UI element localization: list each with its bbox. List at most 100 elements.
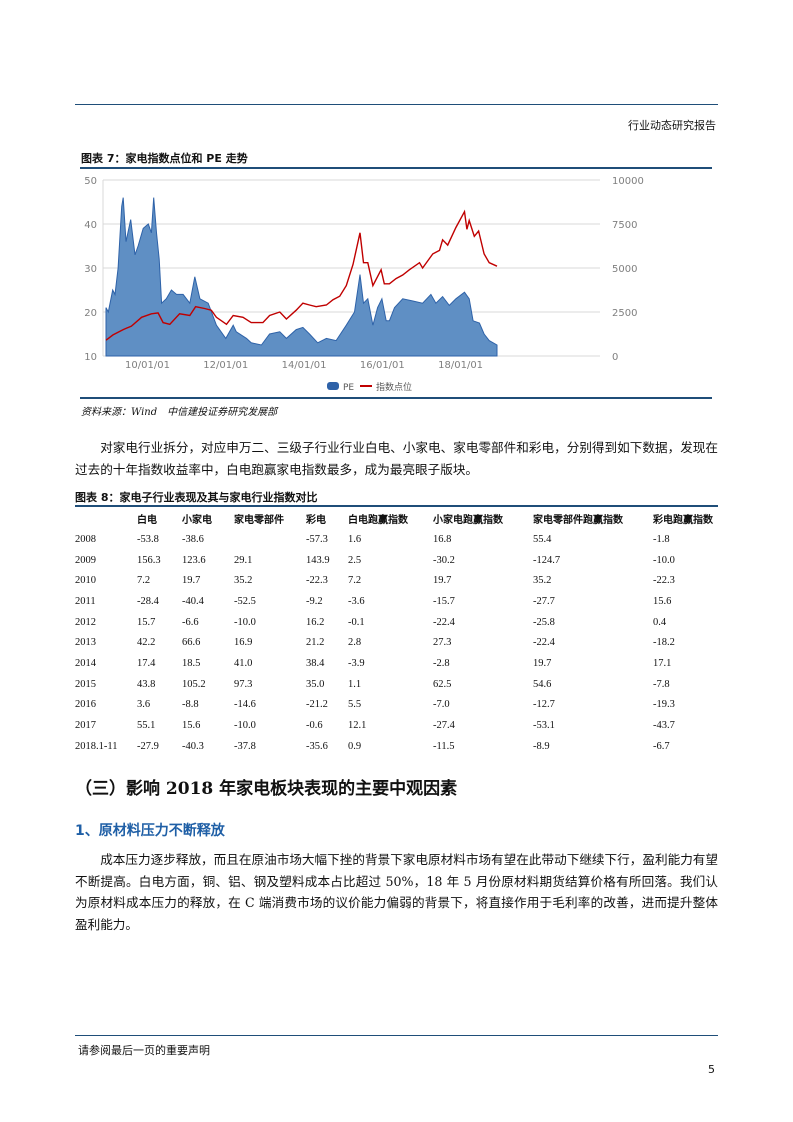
right-axis-tick-label: 0 xyxy=(612,352,618,363)
subsection-title: 1、原材料压力不断释放 xyxy=(75,823,225,839)
table-cell: -19.3 xyxy=(653,699,675,711)
table-cell: -14.6 xyxy=(234,699,256,711)
legend-pe-swatch xyxy=(327,382,339,390)
table-cell: -21.2 xyxy=(306,699,328,711)
paragraph-2: 成本压力逐步释放，而且在原油市场大幅下挫的背景下家电原材料市场有望在此带动下继续… xyxy=(75,852,718,932)
table-cell: -0.1 xyxy=(348,616,365,628)
table-cell: 2013 xyxy=(75,637,96,649)
table-cell: -3.9 xyxy=(348,657,365,669)
table-cell: 66.6 xyxy=(182,637,201,649)
x-axis-tick-label: 10/01/01 xyxy=(125,360,170,371)
table-cell: -27.7 xyxy=(533,595,555,607)
table-cell: -28.4 xyxy=(137,595,159,607)
table-cell: 2014 xyxy=(75,657,96,669)
table-cell: 55.1 xyxy=(137,720,156,732)
table-cell: -27.9 xyxy=(137,740,159,752)
table-cell: -12.7 xyxy=(533,699,555,711)
table-cell: -6.6 xyxy=(182,616,199,628)
table-cell: 35.2 xyxy=(234,575,253,587)
left-axis-tick-label: 10 xyxy=(84,352,97,363)
x-axis-tick-label: 18/01/01 xyxy=(438,360,483,371)
table-cell: 19.7 xyxy=(433,575,452,587)
pe-area-series xyxy=(105,197,498,357)
section-title: （三）影响 2018 年家电板块表现的主要中观因素 xyxy=(75,779,458,799)
table-cell: 38.4 xyxy=(306,657,325,669)
table-cell: 16.8 xyxy=(433,533,452,545)
right-axis-tick-label: 5000 xyxy=(612,264,637,275)
left-axis-tick-label: 40 xyxy=(84,220,97,231)
table-row: 2017 55.1 15.6 -10.0 -0.6 12.1 -27.4 -53.1 -43.7 xyxy=(75,715,718,736)
table-cell: 15.6 xyxy=(182,720,201,732)
index-line-series xyxy=(105,209,498,341)
column-header: 小家电跑赢指数 xyxy=(433,514,503,526)
table-cell: -2.8 xyxy=(433,657,450,669)
table-cell: 54.6 xyxy=(533,678,552,690)
right-axis-tick-label: 7500 xyxy=(612,220,637,231)
table-row: 2016 3.6 -8.8 -14.6 -21.2 5.5 -7.0 -12.7 -19.3 xyxy=(75,695,718,716)
table-cell: -35.6 xyxy=(306,740,328,752)
table-cell: -7.0 xyxy=(433,699,450,711)
table-cell: -9.2 xyxy=(306,595,323,607)
table-cell: -124.7 xyxy=(533,554,561,566)
column-header: 家电零部件 xyxy=(234,514,284,526)
table-cell: -27.4 xyxy=(433,720,455,732)
table-cell: 2018.1-11 xyxy=(75,740,118,752)
table-cell: 18.5 xyxy=(182,657,201,669)
table-cell: 12.1 xyxy=(348,720,367,732)
table-cell: 2008 xyxy=(75,533,96,545)
table-row: 2013 42.2 66.6 16.9 21.2 2.8 27.3 -22.4 -18.2 xyxy=(75,632,718,653)
table-cell: 41.0 xyxy=(234,657,253,669)
table-cell: 3.6 xyxy=(137,699,151,711)
subsector-performance-table: 白电 小家电 家电零部件 彩电 白电跑赢指数 小家电跑赢指数 家电零部件跑赢指数 彩电跑赢指数… xyxy=(75,507,718,757)
footer-rule xyxy=(75,1035,718,1036)
x-axis-tick-label: 12/01/01 xyxy=(203,360,248,371)
table-cell: -15.7 xyxy=(433,595,455,607)
right-axis-tick-label: 10000 xyxy=(612,176,644,187)
table-cell: 16.2 xyxy=(306,616,325,628)
table-cell: -57.3 xyxy=(306,533,328,545)
table-cell: 97.3 xyxy=(234,678,253,690)
table-cell: 43.8 xyxy=(137,678,156,690)
table-cell: -10.0 xyxy=(653,554,675,566)
table-cell xyxy=(234,529,306,550)
table-cell: -6.7 xyxy=(653,740,670,752)
table-row: 2009 156.3 123.6 29.1 143.9 2.5 -30.2 -124.7 -10… xyxy=(75,550,718,571)
table-row: 2015 43.8 105.2 97.3 35.0 1.1 62.5 54.6 -7.8 xyxy=(75,674,718,695)
table-row: 2014 17.4 18.5 41.0 38.4 -3.9 -2.8 19.7 17.1 xyxy=(75,653,718,674)
table-cell: -10.0 xyxy=(234,616,256,628)
table-cell: 2016 xyxy=(75,699,96,711)
table-cell: 2011 xyxy=(75,595,96,607)
figure7-bottom-rule xyxy=(80,397,712,399)
table-row: 2012 15.7 -6.6 -10.0 16.2 -0.1 -22.4 -25.8 0.4 xyxy=(75,612,718,633)
table-cell: 15.6 xyxy=(653,595,672,607)
table-cell: -38.6 xyxy=(182,533,204,545)
table-cell: -22.3 xyxy=(653,575,675,587)
left-axis-tick-label: 30 xyxy=(84,264,97,275)
table-cell: -3.6 xyxy=(348,595,365,607)
table-cell: 15.7 xyxy=(137,616,156,628)
table-row: 2010 7.2 19.7 35.2 -22.3 7.2 19.7 35.2 -22.3 xyxy=(75,570,718,591)
table-cell: 35.0 xyxy=(306,678,325,690)
table-cell: 1.6 xyxy=(348,533,362,545)
table-cell: 2.8 xyxy=(348,637,362,649)
table-cell: 16.9 xyxy=(234,637,253,649)
column-header: 白电跑赢指数 xyxy=(348,514,408,526)
table-row: 2011 -28.4 -40.4 -52.5 -9.2 -3.6 -15.7 -27.7 15.… xyxy=(75,591,718,612)
legend-pe-label: PE xyxy=(343,383,354,393)
left-axis-tick-label: 50 xyxy=(84,176,97,187)
table-cell: 35.2 xyxy=(533,575,552,587)
table-cell: 17.1 xyxy=(653,657,672,669)
table-cell: -30.2 xyxy=(433,554,455,566)
figure7-title: 图表 7：家电指数点位和 PE 走势 xyxy=(81,152,248,165)
legend-index-label: 指数点位 xyxy=(376,381,412,393)
table-cell: 7.2 xyxy=(137,575,151,587)
table-cell: 17.4 xyxy=(137,657,156,669)
table-row: 2018.1-11 -27.9 -40.3 -37.8 -35.6 0.9 -11.5 -8.… xyxy=(75,736,718,757)
table-cell: 0.9 xyxy=(348,740,362,752)
table-cell: 2012 xyxy=(75,616,96,628)
table-cell: 2010 xyxy=(75,575,96,587)
table-cell: -7.8 xyxy=(653,678,670,690)
table-cell: -40.3 xyxy=(182,740,204,752)
table-cell: 62.5 xyxy=(433,678,452,690)
